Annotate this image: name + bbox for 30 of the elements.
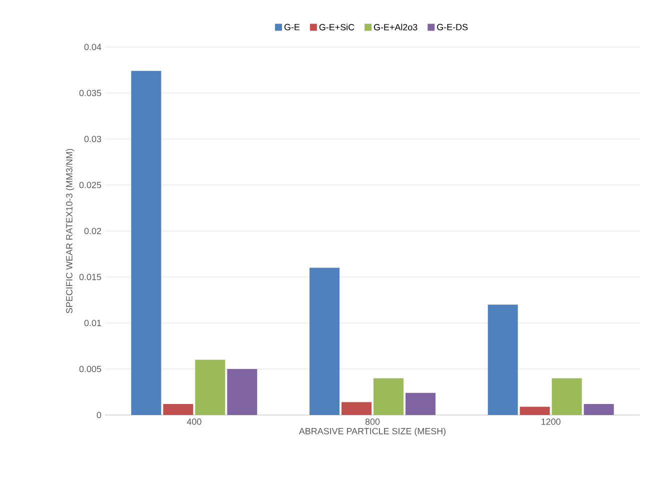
bar [405,392,436,415]
bar [374,378,404,415]
y-tick-label: 0.02 [84,228,102,234]
y-tick-label: 0.005 [79,366,102,372]
x-tick-label: 1200 [542,418,560,425]
y-axis-title: SPECIFIC WEAR RATEX10-3 (MM3/NM) [66,148,74,314]
y-tick-label: 0.04 [84,44,102,50]
bar [227,369,258,415]
bar [195,360,226,415]
y-tick-label: 0.025 [79,182,102,188]
legend-label: G-E+Al2o3 [374,24,418,30]
y-tick-label: 0 [96,412,102,418]
bar [163,404,194,415]
y-tick-label: 0.03 [84,136,102,142]
y-tick-label: 0.01 [84,320,102,326]
x-tick-label: 800 [365,418,380,425]
bar [552,378,582,415]
legend-label: G-E [284,24,300,30]
bar [520,406,550,415]
bar [342,402,372,415]
y-tick-label: 0.035 [79,90,102,96]
legend-label: G-E+SiC [319,24,354,30]
bar [131,70,162,415]
y-tick-label: 0.015 [79,274,102,280]
x-axis-title: ABRASIVE PARTICLE SIZE (MESH) [298,428,446,436]
legend-label: G-E-DS [437,24,468,30]
bar [310,268,340,415]
bar [488,304,518,415]
bar [584,404,614,415]
x-tick-label: 400 [186,418,202,425]
